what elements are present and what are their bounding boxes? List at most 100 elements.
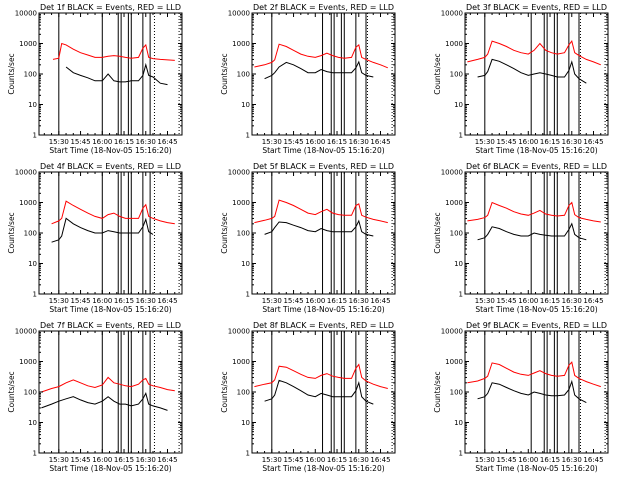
y-axis-label: Counts/sec (220, 371, 229, 412)
y-tick-label: 1000 (445, 358, 463, 366)
plot-frame (251, 171, 396, 295)
y-tick-label: 10000 (15, 10, 37, 18)
x-tick-label: 16:45 (583, 297, 603, 305)
x-tick-label: 16:15 (540, 456, 560, 464)
y-tick-label: 1 (33, 132, 37, 140)
y-tick-label: 10000 (15, 169, 37, 177)
y-tick-label: 10000 (15, 328, 37, 336)
y-tick-label: 100 (24, 71, 37, 79)
detector-panel-7: Det 7f BLACK = Events, RED = LLD 1 10 100 10… (7, 321, 183, 473)
x-tick-label: 15:45 (283, 297, 303, 305)
x-tick-label: 16:30 (562, 456, 582, 464)
x-tick-label: 15:45 (283, 456, 303, 464)
panel-title: Det 3f BLACK = Events, RED = LLD (466, 3, 607, 12)
x-tick-label: 16:00 (305, 138, 325, 146)
y-axis-label: Counts/sec (220, 212, 229, 253)
y-axis-label: Counts/sec (7, 371, 16, 412)
x-tick-label: 15:30 (262, 456, 282, 464)
events-series-line (51, 217, 154, 243)
x-tick-label: 15:45 (283, 138, 303, 146)
panel-title: Det 1f BLACK = Events, RED = LLD (40, 3, 181, 12)
y-tick-label: 1000 (19, 40, 37, 48)
lld-series-line (467, 201, 601, 223)
x-tick-label: 16:00 (92, 297, 112, 305)
x-tick-label: 16:30 (562, 297, 582, 305)
panel-title: Det 5f BLACK = Events, RED = LLD (253, 162, 394, 171)
y-tick-label: 1 (33, 450, 37, 458)
detector-panel-9: Det 9f BLACK = Events, RED = LLD 1 10 100 10… (433, 321, 609, 473)
x-tick-label: 15:45 (496, 297, 516, 305)
lld-series-line (254, 199, 388, 224)
x-tick-label: 15:45 (70, 297, 90, 305)
x-tick-label: 16:30 (136, 297, 156, 305)
x-tick-label: 16:45 (370, 138, 390, 146)
x-tick-label: 15:30 (475, 138, 495, 146)
y-tick-label: 1 (246, 132, 250, 140)
y-tick-label: 10 (28, 101, 37, 109)
panel-title: Det 9f BLACK = Events, RED = LLD (466, 321, 607, 330)
plot-frame (38, 12, 183, 136)
lld-series-line (51, 200, 175, 225)
panel-title: Det 6f BLACK = Events, RED = LLD (466, 162, 607, 171)
y-tick-label: 100 (450, 71, 463, 79)
y-axis-label: Counts/sec (220, 53, 229, 94)
y-tick-label: 100 (24, 230, 37, 238)
y-tick-label: 10 (241, 419, 250, 427)
x-tick-label: 16:45 (370, 456, 390, 464)
x-tick-label: 16:15 (114, 297, 134, 305)
x-tick-label: 16:45 (157, 456, 177, 464)
x-axis-label: Start Time (18-Nov-05 15:16:20) (475, 464, 597, 473)
y-tick-label: 10 (454, 101, 463, 109)
x-axis-label: Start Time (18-Nov-05 15:16:20) (262, 146, 384, 155)
y-tick-label: 100 (450, 230, 463, 238)
detector-panel-2: Det 2f BLACK = Events, RED = LLD 1 10 100 10… (220, 3, 396, 155)
x-tick-label: 16:45 (583, 138, 603, 146)
detector-panel-3: Det 3f BLACK = Events, RED = LLD 1 10 100 10… (433, 3, 609, 155)
y-tick-label: 1000 (445, 199, 463, 207)
y-tick-label: 1 (246, 291, 250, 299)
x-axis-label: Start Time (18-Nov-05 15:16:20) (475, 305, 597, 314)
y-tick-label: 1 (459, 450, 463, 458)
panel-title: Det 4f BLACK = Events, RED = LLD (40, 162, 181, 171)
lld-series-line (254, 43, 388, 69)
y-tick-label: 10 (454, 260, 463, 268)
y-tick-label: 10000 (441, 169, 463, 177)
lld-series-line (254, 363, 388, 389)
events-series-line (264, 379, 374, 405)
y-tick-label: 10000 (228, 10, 250, 18)
detector-panel-8: Det 8f BLACK = Events, RED = LLD 1 10 100 10… (220, 321, 396, 473)
x-tick-label: 15:45 (496, 138, 516, 146)
events-series-line (264, 60, 374, 80)
x-tick-label: 16:45 (157, 297, 177, 305)
x-tick-label: 16:30 (349, 297, 369, 305)
y-tick-label: 1000 (19, 199, 37, 207)
x-tick-label: 16:00 (305, 297, 325, 305)
y-tick-label: 1000 (19, 358, 37, 366)
x-tick-label: 16:15 (327, 456, 347, 464)
detector-panel-4: Det 4f BLACK = Events, RED = LLD 1 10 100 10… (7, 162, 183, 314)
y-tick-label: 10 (241, 101, 250, 109)
x-tick-label: 16:00 (518, 297, 538, 305)
plot-frame (38, 330, 183, 454)
events-series-line (477, 58, 587, 84)
x-axis-label: Start Time (18-Nov-05 15:16:20) (49, 305, 171, 314)
x-tick-label: 16:00 (518, 138, 538, 146)
y-tick-label: 10000 (228, 328, 250, 336)
plot-frame (251, 330, 396, 454)
panel-title: Det 2f BLACK = Events, RED = LLD (253, 3, 394, 12)
x-axis-label: Start Time (18-Nov-05 15:16:20) (262, 305, 384, 314)
y-tick-label: 10 (241, 260, 250, 268)
y-tick-label: 10000 (441, 10, 463, 18)
lld-series-line (467, 39, 601, 66)
y-tick-label: 10 (28, 419, 37, 427)
x-tick-label: 16:30 (349, 456, 369, 464)
events-series-line (65, 62, 168, 86)
y-tick-label: 1 (33, 291, 37, 299)
x-tick-label: 16:30 (562, 138, 582, 146)
y-tick-label: 10000 (228, 169, 250, 177)
lld-series-line (467, 361, 601, 388)
events-series-line (264, 219, 374, 237)
y-tick-label: 1000 (232, 40, 250, 48)
x-tick-label: 16:15 (327, 138, 347, 146)
